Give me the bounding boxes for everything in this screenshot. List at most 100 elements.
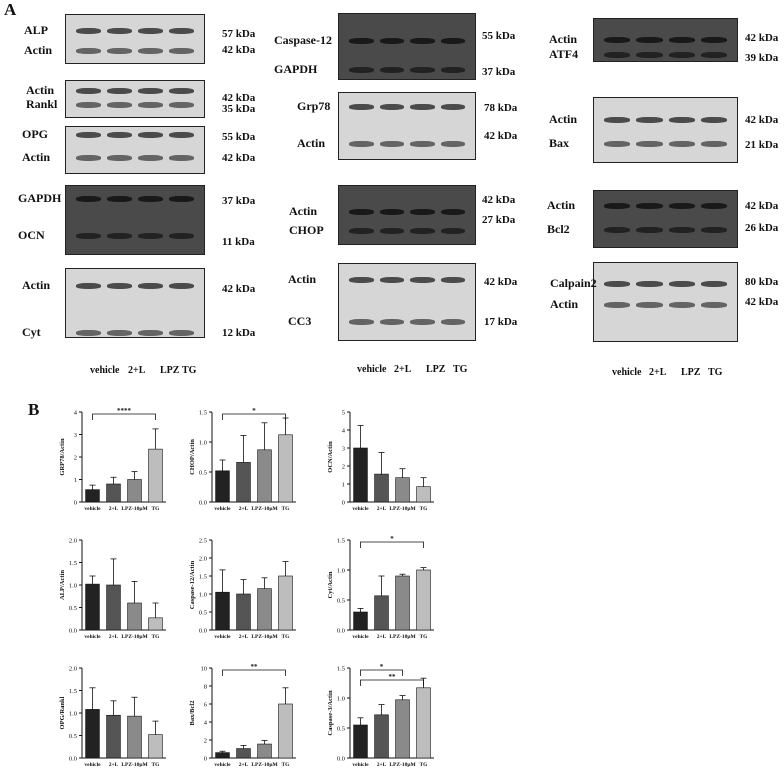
blot-protein-label: Calpain2: [550, 276, 597, 290]
significance-label: *: [252, 407, 256, 415]
blot-image: [65, 80, 205, 118]
blot-protein-label: Rankl: [26, 97, 58, 111]
molecular-weight-marker: 57 kDa: [222, 28, 256, 40]
blot-image: [338, 263, 476, 341]
blot-band: [107, 88, 132, 94]
significance-label: *: [390, 535, 394, 543]
blot-band: [440, 104, 465, 110]
y-tick-label: 0: [342, 500, 345, 507]
molecular-weight-marker: 42 kDa: [222, 152, 256, 164]
x-tick-label: TG: [282, 506, 291, 512]
x-tick-label: LPZ-10μM: [251, 506, 278, 512]
blot-band: [700, 302, 727, 308]
blot-protein-label: Actin: [297, 136, 325, 150]
blot-band: [440, 319, 465, 325]
blot-band: [349, 38, 374, 44]
y-tick-label: 0: [204, 756, 207, 763]
blot-band: [700, 117, 727, 123]
blot-band: [107, 48, 132, 54]
x-tick-label: vehicle: [84, 506, 101, 512]
bar-chart: 0.0 0.5 1.0 1.5 CHOP/Actin vehicle 2+L LPZ-10μM…: [189, 407, 296, 512]
lane-label: vehicle: [90, 365, 120, 376]
blot-band: [440, 141, 465, 147]
y-tick-label: 1.0: [199, 592, 207, 599]
bar: [278, 703, 293, 759]
x-tick-label: TG: [152, 506, 161, 512]
significance-bracket: [92, 413, 156, 420]
blot-band: [169, 48, 194, 54]
blot-band: [107, 155, 132, 161]
blot-protein-label: Actin: [22, 278, 50, 292]
blot-image: [593, 190, 738, 248]
blot-protein-label: Caspase-12: [274, 33, 333, 47]
blot-band: [349, 141, 374, 147]
blot-protein-label: Actin: [549, 32, 577, 46]
panel-letter-b: B: [28, 400, 40, 419]
y-tick-label: 0.5: [199, 470, 207, 477]
blot-band: [169, 28, 194, 34]
blot-band: [668, 203, 695, 209]
y-tick-label: 1.5: [199, 574, 207, 581]
blot-band: [76, 88, 101, 94]
x-tick-label: LPZ-10μM: [121, 506, 148, 512]
significance-bracket: [360, 541, 424, 548]
bar: [374, 473, 389, 503]
blot-band: [410, 67, 435, 73]
molecular-weight-marker: 35 kDa: [222, 103, 256, 115]
bar: [416, 486, 431, 503]
y-axis-label: CHOP/Actin: [189, 439, 196, 475]
blot-band: [379, 141, 404, 147]
significance-label: ****: [117, 407, 132, 415]
blot-band: [604, 37, 631, 43]
blot-band: [668, 141, 695, 147]
bar: [236, 593, 251, 631]
molecular-weight-marker: 42 kDa: [222, 283, 256, 295]
blot-band: [410, 319, 435, 325]
molecular-weight-marker: 26 kDa: [745, 222, 779, 234]
x-tick-label: LPZ-10μM: [251, 634, 278, 640]
molecular-weight-marker: 12 kDa: [222, 327, 256, 339]
blot-protein-label: Grp78: [297, 99, 331, 113]
y-tick-label: 1.5: [337, 538, 345, 545]
blot-band: [349, 209, 374, 215]
blot-band: [349, 104, 374, 110]
x-tick-label: 2+L: [109, 634, 119, 640]
y-tick-label: 4: [342, 428, 346, 435]
molecular-weight-marker: 55 kDa: [222, 131, 256, 143]
blot-protein-label: GAPDH: [18, 191, 62, 205]
blot-band: [636, 281, 663, 287]
bar: [395, 699, 410, 759]
blot-band: [410, 104, 435, 110]
blot-protein-label: CHOP: [289, 223, 324, 237]
x-tick-label: 2+L: [109, 506, 119, 512]
blot-band: [107, 283, 132, 289]
blot-band: [138, 155, 163, 161]
bar: [148, 734, 163, 759]
y-tick-label: 3: [74, 432, 77, 439]
blot-image: [593, 97, 738, 163]
y-tick-label: 1.5: [69, 560, 77, 567]
blot-protein-label: Actin: [24, 43, 52, 57]
y-tick-label: 3: [342, 446, 345, 453]
x-tick-label: TG: [282, 762, 291, 768]
x-tick-label: TG: [282, 634, 291, 640]
y-tick-label: 1.0: [69, 583, 77, 590]
blot-image: [338, 185, 476, 245]
blot-band: [169, 330, 194, 336]
x-tick-label: LPZ-10μM: [389, 506, 416, 512]
y-tick-label: 1.0: [69, 711, 77, 718]
y-tick-label: 2: [342, 464, 345, 471]
bar: [106, 584, 121, 631]
molecular-weight-marker: 27 kDa: [482, 214, 516, 226]
significance-label: **: [389, 673, 397, 681]
blot-image: [65, 185, 205, 255]
x-tick-label: 2+L: [377, 506, 387, 512]
blot-band: [138, 48, 163, 54]
blot-band: [107, 132, 132, 138]
y-axis-label: Bax/Bcl2: [189, 701, 196, 726]
bar-chart: 0.0 0.5 1.0 1.5 Caspase-3/Actin vehicle 2+L LPZ…: [327, 663, 434, 768]
molecular-weight-marker: 42 kDa: [222, 92, 256, 104]
x-tick-label: LPZ-10μM: [121, 634, 148, 640]
molecular-weight-marker: 80 kDa: [745, 276, 779, 288]
bar: [215, 752, 230, 759]
